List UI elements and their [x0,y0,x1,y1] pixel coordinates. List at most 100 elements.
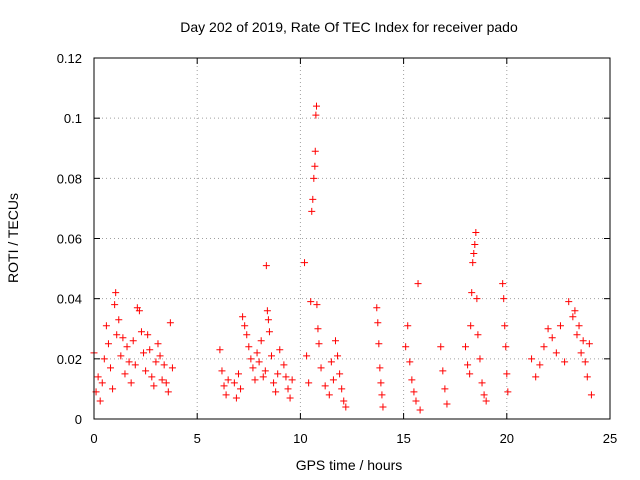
data-point [220,382,228,390]
data-point [265,328,273,336]
data-point [243,331,251,339]
data-point [263,307,271,315]
y-tick-label: 0.02 [57,352,82,367]
y-tick-label: 0.04 [57,292,82,307]
data-point [314,325,322,333]
data-point [222,391,230,399]
data-point [216,346,224,354]
data-point [500,295,508,303]
data-point [311,147,319,155]
data-point [536,361,544,369]
data-point [439,367,447,375]
x-axis-label: GPS time / hours [296,457,403,473]
data-point [379,403,387,411]
data-point [262,262,270,270]
data-point [482,397,490,405]
data-point [224,376,232,384]
data-point [288,376,296,384]
data-point [329,376,337,384]
data-point [261,367,269,375]
data-point [315,340,323,348]
data-point [96,397,104,405]
data-point [162,379,170,387]
data-point [528,355,536,363]
data-point [125,358,133,366]
data-point [112,289,120,297]
data-point [166,319,174,327]
data-point [119,334,127,342]
data-point [468,289,476,297]
data-point [301,259,309,267]
data-point [373,304,381,312]
data-point [474,331,482,339]
x-tick-label: 0 [90,431,97,446]
data-point [556,322,564,330]
data-point [585,340,593,348]
data-point [137,328,145,336]
data-point [146,346,154,354]
data-point [321,382,329,390]
data-point [276,346,284,354]
data-point [414,280,422,288]
data-point [284,385,292,393]
data-point [443,400,451,408]
axis-ticks: 0 5 10 15 20 25 0 0.02 0.04 0.06 0.08 0.1 0.12 [57,51,618,446]
data-point [472,228,480,236]
data-point [573,331,581,339]
data-point [404,322,412,330]
data-point [305,379,313,387]
data-point [375,340,383,348]
data-point [467,322,475,330]
data-point [571,307,579,315]
data-point [340,397,348,405]
data-point [257,337,265,345]
data-point [109,385,117,393]
data-point [587,391,595,399]
data-point [251,376,259,384]
data-point [416,406,424,414]
data-point [158,376,166,384]
data-point [100,355,108,363]
data-point [268,352,276,360]
chart-title: Day 202 of 2019, Rate Of TEC Index for r… [180,19,518,35]
data-point [142,367,150,375]
data-point [272,388,280,396]
data-point [135,307,143,315]
data-point [307,298,315,306]
data-point [129,337,137,345]
data-point [374,319,382,327]
y-tick-label: 0.08 [57,171,82,186]
data-point [249,364,257,372]
data-point [131,361,139,369]
x-tick-label: 10 [293,431,307,446]
data-point [160,361,168,369]
data-point [408,376,416,384]
data-point [113,331,121,339]
data-point [259,373,267,381]
data-point [303,352,311,360]
data-point [565,298,573,306]
data-point [117,352,125,360]
data-point [412,397,420,405]
data-point [241,322,249,330]
data-point [121,370,129,378]
data-point [144,331,152,339]
data-point [561,358,569,366]
data-point [154,340,162,348]
data-point [478,379,486,387]
plot-frame [93,57,611,420]
y-tick-label: 0 [75,412,82,427]
data-point [338,385,346,393]
data-point [94,373,102,381]
data-point [313,301,321,309]
data-points [90,102,595,414]
data-point [406,358,414,366]
data-point [123,343,131,351]
data-point [270,379,278,387]
data-point [503,370,511,378]
data-point [473,295,481,303]
y-axis-label: ROTI / TECUs [5,193,21,283]
data-point [286,394,294,402]
data-point [462,343,470,351]
